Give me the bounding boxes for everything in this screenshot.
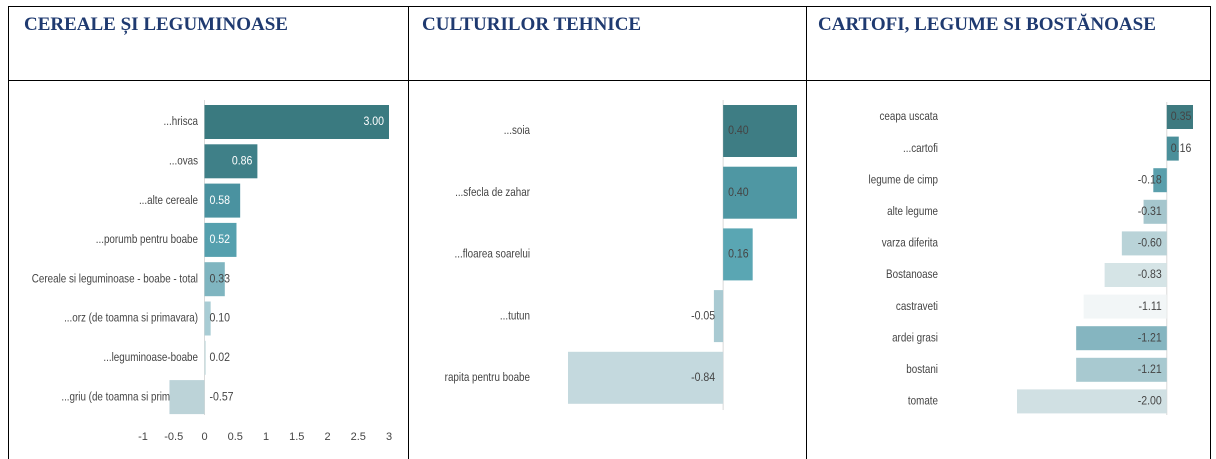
bar [1076, 326, 1167, 351]
bar [1121, 231, 1167, 256]
bar [713, 290, 724, 343]
border [8, 80, 1211, 81]
bar [1017, 389, 1167, 414]
header: CULTURILOR TEHNICE [422, 14, 642, 35]
value-label: -0.83 [1138, 269, 1162, 282]
value-label: 0.40 [728, 186, 749, 199]
category-label: ...ovas [169, 155, 198, 168]
bar [1104, 263, 1167, 287]
value-label: 0.58 [210, 194, 231, 207]
bar [204, 262, 225, 297]
border [8, 6, 9, 459]
value-label: -2.00 [1138, 395, 1162, 408]
bar [1166, 105, 1193, 129]
category-label: bostani [906, 363, 938, 376]
x-tick-label: 0.5 [228, 431, 243, 443]
value-label: -0.18 [1138, 174, 1162, 187]
value-label: 3.00 [363, 116, 384, 129]
bar [723, 166, 797, 219]
bar [1166, 136, 1179, 161]
category-label: tomate [908, 395, 938, 408]
bar [1076, 357, 1167, 382]
category-label: ...tutun [500, 309, 530, 322]
category-label: ...sfecla de zahar [455, 186, 530, 199]
value-label: -0.57 [210, 391, 234, 404]
value-label: 0.52 [210, 234, 231, 247]
value-label: -0.60 [1138, 237, 1162, 250]
border [408, 6, 409, 459]
x-tick-label: 3 [386, 431, 392, 443]
value-label: 0.10 [210, 312, 231, 325]
category-label: ...soia [504, 124, 531, 137]
bar [1083, 294, 1167, 319]
value-label: 0.16 [728, 248, 749, 261]
category-label: rapita pentru boabe [445, 371, 530, 384]
value-label: 0.33 [210, 273, 231, 286]
x-tick-label: 2.5 [351, 431, 366, 443]
category-label: alte legume [887, 205, 938, 218]
category-label: ...cartofi [903, 142, 938, 155]
border [806, 6, 807, 459]
bar [204, 340, 206, 375]
x-tick-label: -0.5 [164, 431, 183, 443]
value-label: -0.05 [691, 310, 715, 323]
category-label: castraveti [896, 300, 938, 313]
bar [204, 105, 389, 139]
x-tick-label: -1 [138, 431, 148, 443]
value-label: -1.21 [1138, 363, 1162, 376]
value-label: -1.11 [1139, 300, 1162, 313]
bar [1143, 199, 1167, 224]
bar [1153, 168, 1167, 193]
x-tick-label: 1.5 [289, 431, 304, 443]
bar [204, 144, 258, 179]
category-label: ardei grasi [892, 332, 938, 345]
x-tick-label: 0 [201, 431, 207, 443]
category-label: ...leguminoase-boabe [103, 351, 198, 364]
bar [204, 301, 211, 336]
category-label: ...porumb pentru boabe [96, 233, 198, 246]
value-label: 0.40 [728, 125, 749, 138]
category-label: ceapa uscata [879, 110, 938, 123]
border [1210, 6, 1211, 459]
category-label: Cereale si leguminoase - boabe - total [32, 273, 198, 286]
category-label: varza diferita [882, 237, 939, 250]
value-label: 0.16 [1171, 142, 1192, 155]
category-label: Bostanoase [886, 268, 938, 281]
value-label: -0.84 [691, 371, 715, 384]
category-label: ...hrisca [164, 115, 199, 128]
bar [169, 380, 205, 415]
bar [568, 351, 724, 404]
category-label: legume de cimp [869, 174, 938, 187]
bar [204, 222, 237, 257]
bar [723, 105, 797, 157]
category-label: ...floarea soarelui [455, 248, 530, 261]
header: CEREALE ȘI LEGUMINOASE [24, 14, 288, 35]
bar [723, 228, 753, 281]
value-label: 0.86 [232, 155, 253, 168]
x-tick-label: 2 [324, 431, 330, 443]
border [8, 6, 1211, 7]
value-label: -1.21 [1138, 332, 1162, 345]
bar [204, 183, 241, 218]
value-label: 0.02 [210, 351, 231, 364]
value-label: -0.31 [1138, 205, 1162, 218]
category-label: ...alte cereale [139, 194, 198, 207]
category-label: ...griu (de toamna si primavara) [61, 390, 198, 403]
value-label: 0.35 [1171, 111, 1192, 124]
category-label: ...orz (de toamna si primavara) [64, 312, 198, 325]
header: CARTOFI, LEGUME SI BOSTĂNOASE [818, 14, 1156, 35]
x-tick-label: 1 [263, 431, 269, 443]
